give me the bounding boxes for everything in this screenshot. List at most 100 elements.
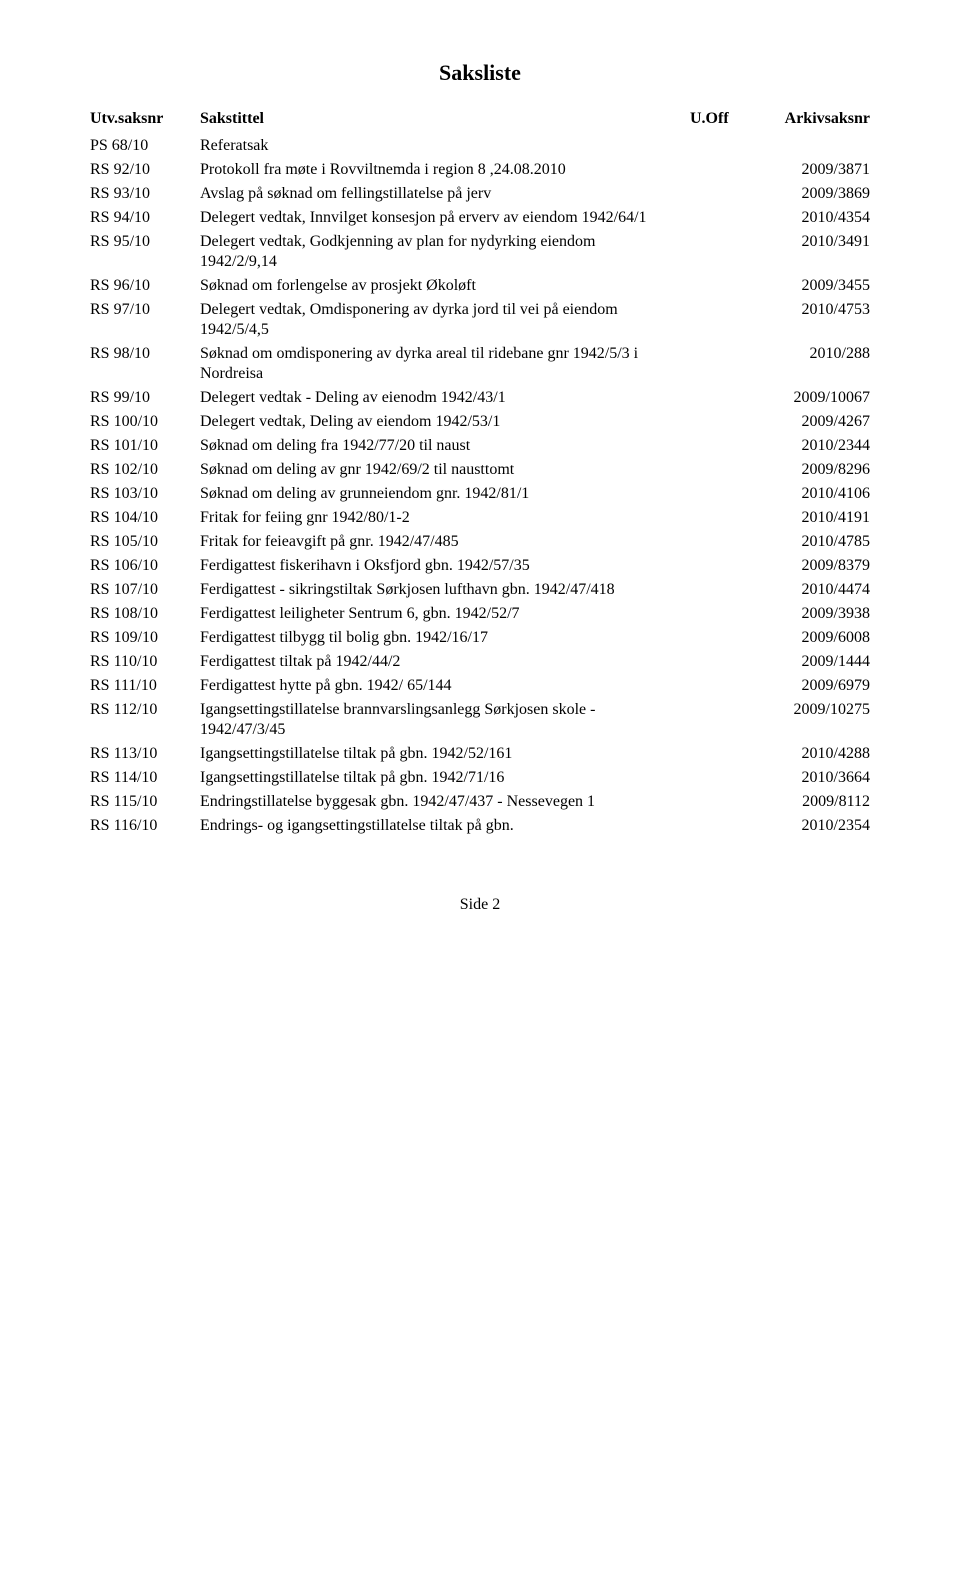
page-title: Saksliste: [90, 60, 870, 86]
row-ref: RS 103/10: [90, 484, 200, 504]
table-row: RS 110/10Ferdigattest tiltak på 1942/44/…: [90, 652, 870, 672]
row-ref: RS 109/10: [90, 628, 200, 648]
row-ref: RS 112/10: [90, 700, 200, 720]
table-row: RS 93/10Avslag på søknad om fellingstill…: [90, 184, 870, 204]
row-ref: RS 92/10: [90, 160, 200, 180]
row-ref: RS 110/10: [90, 652, 200, 672]
row-arkiv: 2009/4267: [750, 412, 870, 432]
row-arkiv: 2009/1444: [750, 652, 870, 672]
table-row: RS 102/10Søknad om deling av gnr 1942/69…: [90, 460, 870, 480]
row-arkiv: 2010/3491: [750, 232, 870, 252]
header-ref: Utv.saksnr: [90, 110, 200, 128]
table-row: RS 100/10Delegert vedtak, Deling av eien…: [90, 412, 870, 432]
table-row: RS 96/10Søknad om forlengelse av prosjek…: [90, 276, 870, 296]
table-row: RS 95/10Delegert vedtak, Godkjenning av …: [90, 232, 870, 272]
table-row: RS 92/10Protokoll fra møte i Rovviltnemd…: [90, 160, 870, 180]
row-arkiv: 2010/4753: [750, 300, 870, 320]
table-body: PS 68/10Referatsak RS 92/10Protokoll fra …: [90, 136, 870, 836]
row-ref: RS 97/10: [90, 300, 200, 320]
row-ref: RS 95/10: [90, 232, 200, 252]
row-ref: RS 93/10: [90, 184, 200, 204]
row-title: Fritak for feiing gnr 1942/80/1-2: [200, 508, 690, 528]
row-title: Ferdigattest fiskerihavn i Oksfjord gbn.…: [200, 556, 690, 576]
table-row: RS 112/10Igangsettingstillatelse brannva…: [90, 700, 870, 740]
row-ref: RS 102/10: [90, 460, 200, 480]
row-arkiv: 2010/2344: [750, 436, 870, 456]
header-title: Sakstittel: [200, 110, 690, 128]
row-title: Delegert vedtak, Godkjenning av plan for…: [200, 232, 690, 272]
row-title: Igangsettingstillatelse tiltak på gbn. 1…: [200, 768, 690, 788]
row-arkiv: 2009/3938: [750, 604, 870, 624]
row-title: Søknad om omdisponering av dyrka areal t…: [200, 344, 690, 384]
table-row: PS 68/10Referatsak: [90, 136, 870, 156]
row-ref: RS 96/10: [90, 276, 200, 296]
table-row: RS 98/10Søknad om omdisponering av dyrka…: [90, 344, 870, 384]
row-arkiv: 2010/4785: [750, 532, 870, 552]
table-header: Utv.saksnr Sakstittel U.Off Arkivsaksnr: [90, 110, 870, 128]
row-title: Endrings- og igangsettingstillatelse til…: [200, 816, 690, 836]
row-arkiv: 2009/8296: [750, 460, 870, 480]
row-arkiv: 2010/3664: [750, 768, 870, 788]
row-arkiv: 2010/2354: [750, 816, 870, 836]
table-row: RS 116/10Endrings- og igangsettingstilla…: [90, 816, 870, 836]
row-ref: PS 68/10: [90, 136, 200, 156]
row-ref: RS 94/10: [90, 208, 200, 228]
row-title: Delegert vedtak, Omdisponering av dyrka …: [200, 300, 690, 340]
row-title: Fritak for feieavgift på gnr. 1942/47/48…: [200, 532, 690, 552]
row-ref: RS 98/10: [90, 344, 200, 364]
table-row: RS 99/10Delegert vedtak - Deling av eien…: [90, 388, 870, 408]
row-ref: RS 104/10: [90, 508, 200, 528]
row-ref: RS 106/10: [90, 556, 200, 576]
table-row: RS 101/10Søknad om deling fra 1942/77/20…: [90, 436, 870, 456]
row-title: Ferdigattest leiligheter Sentrum 6, gbn.…: [200, 604, 690, 624]
row-title: Delegert vedtak, Deling av eiendom 1942/…: [200, 412, 690, 432]
row-ref: RS 113/10: [90, 744, 200, 764]
row-title: Referatsak: [200, 136, 690, 156]
row-title: Avslag på søknad om fellingstillatelse p…: [200, 184, 690, 204]
row-arkiv: 2010/4288: [750, 744, 870, 764]
row-title: Søknad om deling fra 1942/77/20 til naus…: [200, 436, 690, 456]
row-title: Igangsettingstillatelse brannvarslingsan…: [200, 700, 690, 740]
row-ref: RS 100/10: [90, 412, 200, 432]
row-arkiv: 2009/10067: [750, 388, 870, 408]
row-arkiv: 2009/10275: [750, 700, 870, 720]
row-arkiv: 2009/3869: [750, 184, 870, 204]
row-title: Søknad om deling av gnr 1942/69/2 til na…: [200, 460, 690, 480]
row-title: Ferdigattest tiltak på 1942/44/2: [200, 652, 690, 672]
row-arkiv: 2009/3871: [750, 160, 870, 180]
row-arkiv: 2009/3455: [750, 276, 870, 296]
row-ref: RS 111/10: [90, 676, 200, 696]
table-row: RS 111/10Ferdigattest hytte på gbn. 1942…: [90, 676, 870, 696]
header-uoff: U.Off: [690, 110, 750, 128]
row-arkiv: 2009/8112: [750, 792, 870, 812]
table-row: RS 113/10Igangsettingstillatelse tiltak …: [90, 744, 870, 764]
row-title: Endringstillatelse byggesak gbn. 1942/47…: [200, 792, 690, 812]
row-ref: RS 116/10: [90, 816, 200, 836]
row-arkiv: 2010/288: [750, 344, 870, 364]
table-row: RS 105/10Fritak for feieavgift på gnr. 1…: [90, 532, 870, 552]
row-ref: RS 115/10: [90, 792, 200, 812]
row-title: Ferdigattest tilbygg til bolig gbn. 1942…: [200, 628, 690, 648]
table-row: RS 104/10Fritak for feiing gnr 1942/80/1…: [90, 508, 870, 528]
table-row: RS 97/10Delegert vedtak, Omdisponering a…: [90, 300, 870, 340]
row-arkiv: 2010/4474: [750, 580, 870, 600]
table-row: RS 107/10Ferdigattest - sikringstiltak S…: [90, 580, 870, 600]
table-row: RS 114/10Igangsettingstillatelse tiltak …: [90, 768, 870, 788]
table-row: RS 106/10Ferdigattest fiskerihavn i Oksf…: [90, 556, 870, 576]
row-arkiv: 2009/6008: [750, 628, 870, 648]
row-arkiv: 2010/4106: [750, 484, 870, 504]
table-row: RS 94/10Delegert vedtak, Innvilget konse…: [90, 208, 870, 228]
row-title: Søknad om forlengelse av prosjekt Økoløf…: [200, 276, 690, 296]
table-row: RS 103/10Søknad om deling av grunneiendo…: [90, 484, 870, 504]
row-arkiv: 2010/4191: [750, 508, 870, 528]
page-footer: Side 2: [90, 896, 870, 914]
row-ref: RS 107/10: [90, 580, 200, 600]
row-title: Søknad om deling av grunneiendom gnr. 19…: [200, 484, 690, 504]
row-title: Ferdigattest hytte på gbn. 1942/ 65/144: [200, 676, 690, 696]
table-row: RS 109/10Ferdigattest tilbygg til bolig …: [90, 628, 870, 648]
table-row: RS 115/10Endringstillatelse byggesak gbn…: [90, 792, 870, 812]
row-ref: RS 101/10: [90, 436, 200, 456]
table-row: RS 108/10Ferdigattest leiligheter Sentru…: [90, 604, 870, 624]
row-arkiv: 2010/4354: [750, 208, 870, 228]
row-arkiv: 2009/6979: [750, 676, 870, 696]
